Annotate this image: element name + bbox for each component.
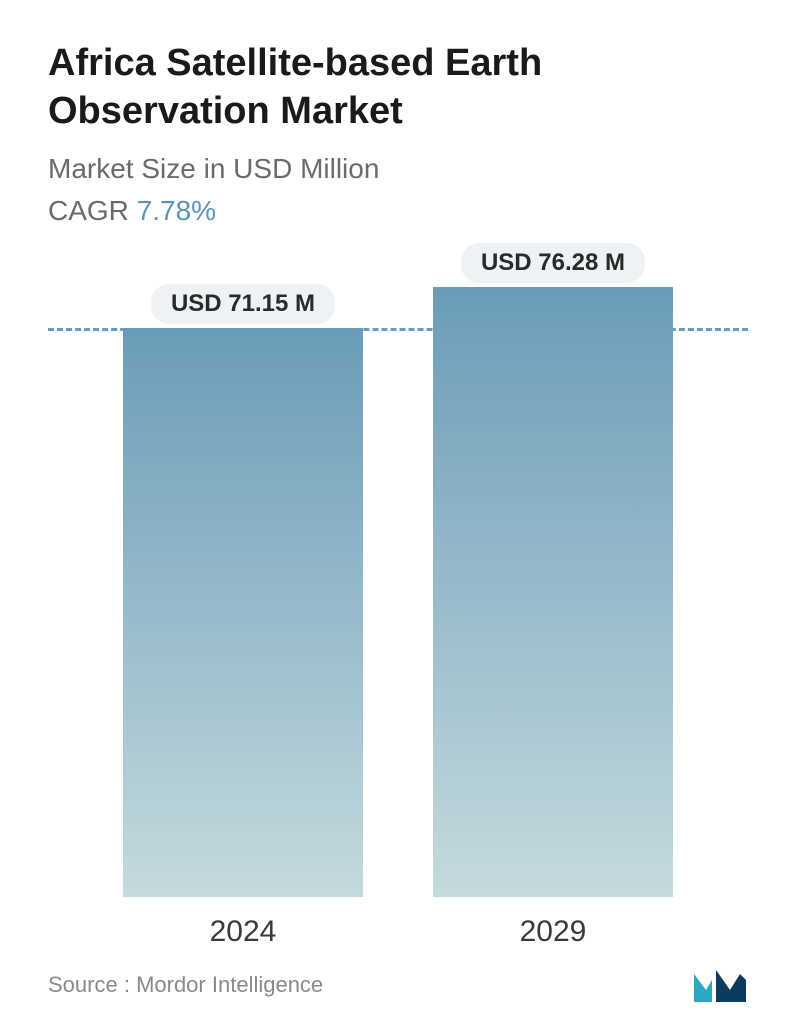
logo-shape-1 <box>694 974 712 1002</box>
x-axis-label: 2029 <box>433 915 673 949</box>
cagr-row: CAGR 7.78% <box>48 195 748 227</box>
bar-group: USD 71.15 M <box>123 328 363 897</box>
source-label: Source : <box>48 972 130 997</box>
bar: USD 71.15 M <box>123 328 363 897</box>
bar-group: USD 76.28 M <box>433 287 673 897</box>
mordor-logo-icon <box>692 966 748 1004</box>
cagr-label: CAGR <box>48 195 129 226</box>
bar: USD 76.28 M <box>433 287 673 897</box>
chart-subtitle: Market Size in USD Million <box>48 153 748 185</box>
logo-shape-2 <box>716 970 746 1002</box>
source-text: Source : Mordor Intelligence <box>48 972 323 998</box>
chart-footer: Source : Mordor Intelligence <box>48 966 748 1004</box>
x-axis-label: 2024 <box>123 915 363 949</box>
chart-area: USD 71.15 M USD 76.28 M <box>48 257 748 897</box>
cagr-value: 7.78% <box>137 195 216 226</box>
source-name: Mordor Intelligence <box>136 972 323 997</box>
value-pill: USD 71.15 M <box>151 284 335 324</box>
x-axis-labels: 2024 2029 <box>48 897 748 949</box>
bars-container: USD 71.15 M USD 76.28 M <box>48 257 748 897</box>
value-pill: USD 76.28 M <box>461 243 645 283</box>
chart-title: Africa Satellite-based Earth Observation… <box>48 40 688 135</box>
